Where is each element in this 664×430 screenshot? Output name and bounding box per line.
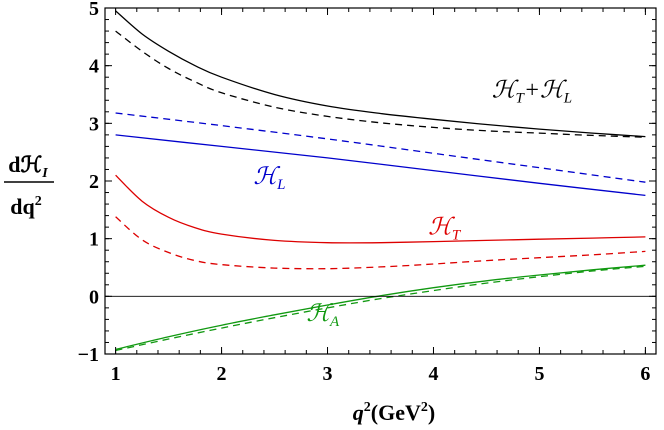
y-tick-label: 2 bbox=[89, 171, 99, 193]
series-3-dashed-line bbox=[115, 265, 646, 352]
y-tick-label: 3 bbox=[89, 113, 99, 135]
series-3-solid-line bbox=[115, 264, 646, 351]
axis-ticks: 1 2 3 4 5 6 −1 0 1 2 3 4 5 bbox=[78, 0, 656, 385]
series-2-label: ℋT bbox=[428, 215, 462, 244]
series-0-label: ℋT+ℋL bbox=[492, 77, 572, 106]
series-0-dashed-line bbox=[115, 30, 646, 138]
x-axis-title: q2(GeV2) bbox=[353, 400, 435, 425]
svg-text:dq2: dq2 bbox=[10, 194, 41, 219]
y-axis-numerator: dℋ bbox=[8, 152, 42, 177]
x-tick-label: 1 bbox=[111, 363, 121, 385]
y-axis-denominator: dq bbox=[10, 194, 35, 219]
x-tick-label: 3 bbox=[323, 363, 333, 385]
x-tick-label: 2 bbox=[217, 363, 227, 385]
y-tick-label: 0 bbox=[89, 286, 99, 308]
series-1-label: ℋL bbox=[253, 164, 285, 193]
y-axis-title: dℋI dq2 bbox=[4, 152, 54, 219]
svg-text:dℋI: dℋI bbox=[8, 152, 48, 181]
series-labels: ℋT+ℋL ℋL ℋT ℋA bbox=[253, 77, 572, 330]
series-0-solid-line bbox=[115, 10, 646, 138]
series-1-solid-line bbox=[115, 134, 646, 197]
y-tick-label: 1 bbox=[89, 229, 99, 251]
series-curves bbox=[115, 10, 646, 352]
y-tick-label: 5 bbox=[89, 0, 99, 20]
y-tick-label: 4 bbox=[89, 56, 99, 78]
series-3-label: ℋA bbox=[306, 301, 340, 330]
y-tick-label: −1 bbox=[78, 344, 99, 366]
series-1-dashed-line bbox=[115, 112, 646, 183]
series-2-dashed-line bbox=[115, 216, 646, 270]
series-2-solid-line bbox=[115, 174, 646, 244]
plot-frame bbox=[104, 7, 657, 355]
x-tick-label: 5 bbox=[534, 363, 544, 385]
x-tick-label: 6 bbox=[640, 363, 650, 385]
x-tick-label: 4 bbox=[428, 363, 438, 385]
